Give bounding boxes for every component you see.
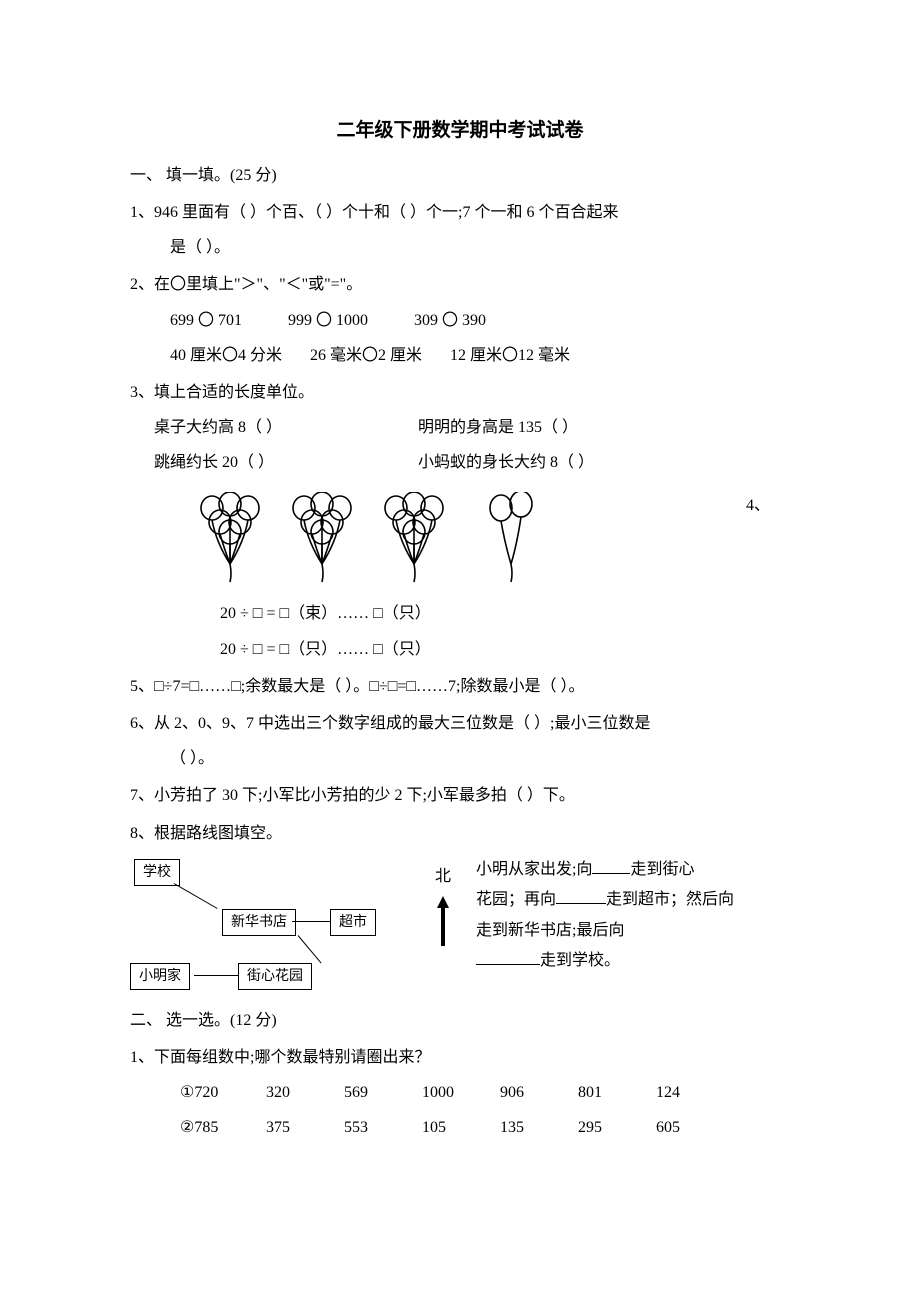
num-cell: 375	[266, 1110, 344, 1145]
map-box-home: 小明家	[130, 963, 190, 991]
map-t4: 走到学校。	[540, 952, 620, 969]
s2-q1: 1、下面每组数中;哪个数最特别请圈出来？	[130, 1040, 790, 1075]
num-cell: 801	[578, 1075, 656, 1110]
num-cell: 124	[656, 1075, 734, 1110]
num-cell: 320	[266, 1075, 344, 1110]
num-cell: 569	[344, 1075, 422, 1110]
q6-line1: 6、从 2、0、9、7 中选出三个数字组成的最大三位数是（ ）;最小三位数是	[130, 706, 790, 741]
q2-header: 2、在〇里填上"＞"、"＜"或"="。	[130, 267, 790, 302]
map-line	[298, 935, 322, 963]
q2-f: 12 厘米〇12 毫米	[450, 347, 570, 364]
q5: 5、□÷7=□……□;余数最大是（ ）。□÷□=□……7;除数最小是（ ）。	[130, 669, 790, 704]
arrow-up-icon	[434, 894, 452, 950]
blank	[592, 858, 630, 874]
blank	[476, 949, 540, 965]
q2-a: 699 〇 701	[170, 312, 242, 329]
map-line	[174, 883, 218, 909]
balloon-cluster-icon	[282, 492, 374, 590]
q3-header: 3、填上合适的长度单位。	[130, 375, 790, 410]
q2-c: 309 〇 390	[414, 312, 486, 329]
q4-eq1: 20 ÷ □ = □（束）…… □（只）	[130, 596, 790, 631]
blank	[556, 888, 606, 904]
map-t1b: 走到街心	[630, 861, 694, 878]
num-cell: 605	[656, 1110, 734, 1145]
q7: 7、小芳拍了 30 下;小军比小芳拍的少 2 下;小军最多拍（ ）下。	[130, 778, 790, 813]
map-t3: 走到新华书店;最后向	[476, 922, 624, 939]
map-container: 学校 新华书店 超市 小明家 街心花园 北 小明从家出发;向 走到街心 花园；再向…	[130, 855, 790, 995]
q3-a: 桌子大约高 8（ ）	[154, 410, 414, 445]
map-line	[194, 975, 238, 976]
q6-line2: （ ）。	[130, 741, 790, 776]
num-cell: ①720	[180, 1075, 266, 1110]
map-line	[292, 921, 330, 922]
north-indicator: 北	[428, 855, 458, 950]
q3-c: 跳绳约长 20（ ）	[154, 445, 414, 480]
num-cell: 295	[578, 1110, 656, 1145]
num-cell: 906	[500, 1075, 578, 1110]
q1-line2: 是（ ）。	[130, 230, 790, 265]
num-cell: 1000	[422, 1075, 500, 1110]
map-t2a: 花园；再向	[476, 891, 556, 908]
q3-row1: 桌子大约高 8（ ） 明明的身高是 135（ ）	[130, 410, 790, 445]
balloon-cluster-icon	[190, 492, 282, 590]
num-cell: 135	[500, 1110, 578, 1145]
q3-d: 小蚂蚁的身长大约 8（ ）	[418, 454, 594, 471]
q8-header: 8、根据路线图填空。	[130, 816, 790, 851]
section-2-header: 二、 选一选。(12 分)	[130, 1003, 790, 1038]
q1-line1: 1、946 里面有（ ）个百、（ ）个十和（ ）个一;7 个一和 6 个百合起来	[130, 195, 790, 230]
section-1-header: 一、 填一填。(25 分)	[130, 158, 790, 193]
map-diagram: 学校 新华书店 超市 小明家 街心花园	[130, 855, 410, 995]
num-cell: ②785	[180, 1110, 266, 1145]
balloon-row: 4、	[130, 492, 790, 590]
q2-row2: 40 厘米〇4 分米 26 毫米〇2 厘米 12 厘米〇12 毫米	[130, 338, 790, 373]
balloon-cluster-icon	[374, 492, 466, 590]
map-box-bookstore: 新华书店	[222, 909, 296, 937]
map-box-supermarket: 超市	[330, 909, 376, 937]
map-box-school: 学校	[134, 859, 180, 887]
page-title: 二年级下册数学期中考试试卷	[130, 110, 790, 152]
q2-e: 26 毫米〇2 厘米	[310, 347, 422, 364]
q4-label: 4、	[746, 488, 770, 523]
num-cell: 105	[422, 1110, 500, 1145]
q2-b: 999 〇 1000	[288, 312, 368, 329]
num-cell: 553	[344, 1110, 422, 1145]
map-box-garden: 街心花园	[238, 963, 312, 991]
num-row-2: ②785 375 553 105 135 295 605	[130, 1110, 790, 1145]
q4-eq2: 20 ÷ □ = □（只）…… □（只）	[130, 632, 790, 667]
num-row-1: ①720 320 569 1000 906 801 124	[130, 1075, 790, 1110]
balloon-pair-icon	[466, 492, 536, 590]
north-label: 北	[435, 859, 451, 894]
map-t1: 小明从家出发;向	[476, 861, 592, 878]
q2-row1: 699 〇 701 999 〇 1000 309 〇 390	[130, 303, 790, 338]
q2-d: 40 厘米〇4 分米	[170, 347, 282, 364]
q3-row2: 跳绳约长 20（ ） 小蚂蚁的身长大约 8（ ）	[130, 445, 790, 480]
map-t2b: 走到超市；然后向	[606, 891, 734, 908]
q3-b: 明明的身高是 135（ ）	[418, 419, 578, 436]
map-fill-text: 小明从家出发;向 走到街心 花园；再向 走到超市；然后向 走到新华书店;最后向 走到…	[476, 855, 790, 977]
